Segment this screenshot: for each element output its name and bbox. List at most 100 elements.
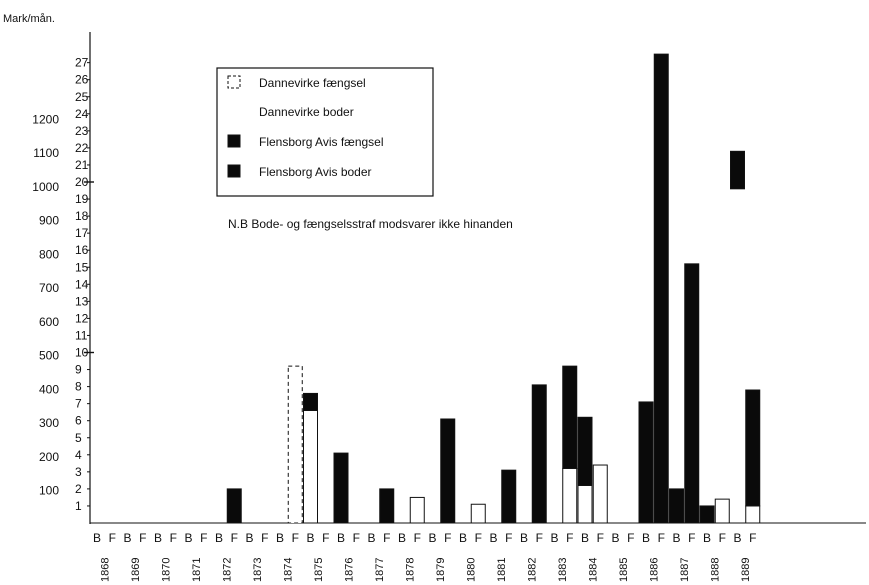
- x-bar-letter-F: F: [170, 531, 177, 545]
- y-tick-label-bars: 21: [75, 158, 89, 172]
- y-tick-label-bars: 11: [75, 328, 88, 342]
- x-year-label: 1886: [649, 558, 661, 582]
- legend-swatch-dashed: [227, 75, 241, 89]
- unit-label: Mark/mån.: [3, 13, 55, 25]
- y-tick-label-bars: 24: [75, 107, 89, 121]
- x-bar-letter-F: F: [505, 531, 512, 545]
- x-bar-letter-B: B: [154, 531, 162, 545]
- bar-1889-F-black: [745, 389, 761, 507]
- x-bar-letter-F: F: [261, 531, 268, 545]
- bar-1884-F-white: [592, 464, 608, 524]
- x-year-label: 1870: [161, 558, 173, 582]
- legend-box: [216, 67, 434, 197]
- x-bar-letter-F: F: [658, 531, 665, 545]
- y-tick-label-bars: 19: [75, 192, 89, 206]
- y-tick-label-bars: 1: [75, 499, 82, 513]
- x-bar-letter-F: F: [353, 531, 360, 545]
- y-tick-label-bars: 13: [75, 294, 89, 308]
- y-tick-label-bars: 17: [75, 226, 89, 240]
- x-year-label: 1875: [313, 558, 325, 582]
- x-bar-letter-F: F: [383, 531, 390, 545]
- bar-1883-F-white: [562, 467, 578, 524]
- legend-label: Dannevirke fængsel: [259, 76, 366, 90]
- bar-1875-B-white: [303, 409, 318, 524]
- y-tick-label-bars: 7: [75, 397, 82, 411]
- y-tick-label-bars: 9: [75, 363, 82, 377]
- x-year-label: 1873: [252, 558, 264, 582]
- legend-swatch-black: [227, 164, 241, 178]
- bar-1883-F-black: [562, 365, 578, 469]
- x-year-label: 1869: [130, 558, 142, 582]
- x-bar-letter-B: B: [733, 531, 741, 545]
- y-tick-label-bars: 8: [75, 380, 82, 394]
- bar-1880-F-white: [470, 503, 486, 524]
- x-year-label: 1882: [527, 558, 539, 582]
- x-bar-letter-B: B: [367, 531, 375, 545]
- x-bar-letter-B: B: [520, 531, 528, 545]
- bar-1884-B-black: [577, 416, 593, 486]
- y-tick-label-bars: 14: [75, 277, 89, 291]
- x-bar-letter-F: F: [688, 531, 695, 545]
- bar-1889-B-black: [730, 150, 745, 190]
- x-bar-letter-F: F: [475, 531, 482, 545]
- bar-1887-F-black: [684, 263, 700, 524]
- y-tick-label-mark: 800: [39, 247, 59, 261]
- bars: [226, 53, 761, 524]
- axes: 1234567891011121314151617181920212223242…: [32, 32, 866, 524]
- y-tick-label-bars: 6: [75, 414, 82, 428]
- legend-label: Flensborg Avis fængsel: [259, 135, 384, 149]
- x-bar-letter-F: F: [719, 531, 726, 545]
- x-year-label: 1872: [222, 558, 234, 582]
- x-bar-letter-B: B: [550, 531, 558, 545]
- x-bar-letter-B: B: [489, 531, 497, 545]
- x-year-label: 1868: [100, 558, 112, 582]
- x-bar-letter-F: F: [109, 531, 116, 545]
- x-bar-letter-B: B: [581, 531, 589, 545]
- x-bar-letter-B: B: [123, 531, 131, 545]
- legend: Dannevirke fængsel Dannevirke boder Flensb…: [216, 67, 434, 197]
- x-year-label: 1877: [374, 558, 386, 582]
- y-tick-label-mark: 500: [39, 349, 59, 363]
- x-year-label: 1881: [496, 558, 508, 582]
- bar-1877-F-black: [379, 488, 395, 524]
- y-tick-label-bars: 3: [75, 465, 82, 479]
- x-year-label: 1889: [740, 558, 752, 582]
- bar-1887-B-black: [669, 488, 684, 524]
- y-tick-label-bars: 5: [75, 431, 82, 445]
- legend-swatch-black: [227, 134, 241, 148]
- legend-swatch-white: [228, 105, 240, 117]
- y-tick-label-mark: 1000: [32, 180, 59, 194]
- y-tick-label-bars: 16: [75, 243, 89, 257]
- x-bar-letter-B: B: [337, 531, 345, 545]
- x-bar-letter-F: F: [444, 531, 451, 545]
- bar-1874-F-dashed: [287, 365, 303, 524]
- bar-1884-B-white: [577, 484, 593, 524]
- x-bar-letter-F: F: [139, 531, 146, 545]
- y-tick-label-bars: 22: [75, 141, 89, 155]
- legend-label: Dannevirke boder: [259, 105, 354, 119]
- x-bar-letter-F: F: [749, 531, 756, 545]
- y-tick-label-mark: 200: [39, 450, 59, 464]
- y-tick-label-mark: 600: [39, 315, 59, 329]
- x-bar-letter-B: B: [428, 531, 436, 545]
- x-year-label: 1885: [618, 558, 630, 582]
- bar-1889-F-white: [745, 505, 761, 524]
- x-bar-letter-F: F: [597, 531, 604, 545]
- x-year-label: 1878: [405, 558, 417, 582]
- x-year-label: 1879: [435, 558, 447, 582]
- chart-note: N.B Bode- og fængselsstraf modsvarer ikk…: [228, 217, 513, 231]
- bar-1876-B-black: [333, 452, 349, 524]
- x-bar-letter-B: B: [611, 531, 619, 545]
- y-tick-label-bars: 2: [75, 482, 82, 496]
- x-year-label: 1884: [588, 558, 600, 582]
- x-bar-letter-B: B: [215, 531, 223, 545]
- y-tick-label-bars: 25: [75, 90, 89, 104]
- bar-1888-B-black: [699, 505, 715, 524]
- y-tick-label-mark: 1200: [32, 112, 59, 126]
- y-tick-label-mark: 300: [39, 416, 59, 430]
- y-tick-label-bars: 26: [75, 73, 89, 87]
- x-year-label: 1887: [679, 558, 691, 582]
- x-bar-letter-B: B: [672, 531, 680, 545]
